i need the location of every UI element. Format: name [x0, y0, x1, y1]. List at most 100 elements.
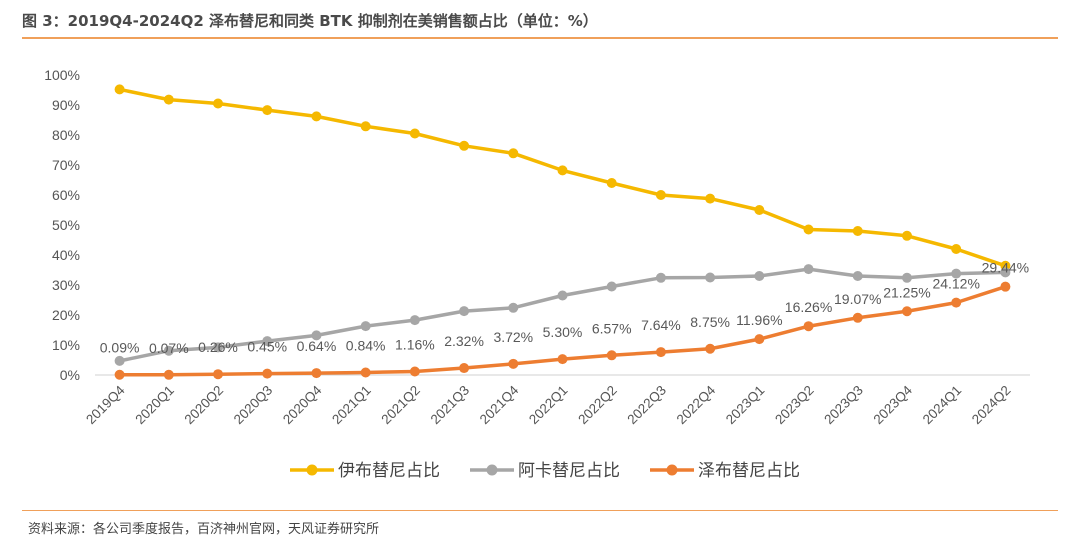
data-label: 0.26% [198, 339, 238, 355]
series-1-point [163, 345, 174, 356]
data-label: 16.26% [785, 299, 832, 315]
series-2-point [1000, 281, 1011, 292]
data-label: 24.12% [932, 276, 979, 292]
data-label: 5.30% [543, 324, 583, 340]
series-0-point [311, 111, 322, 122]
series-1-point [409, 315, 420, 326]
series-1-point [508, 302, 519, 313]
data-label: 29.44% [982, 260, 1029, 276]
series-2-point [705, 343, 716, 354]
series-0-point [114, 84, 125, 95]
x-tick-label: 2023Q3 [821, 383, 866, 428]
series-2-point [360, 367, 371, 378]
data-label: 19.07% [834, 291, 881, 307]
title-divider [22, 37, 1058, 39]
legend-entry: 伊布替尼占比 [338, 461, 440, 481]
data-label: 0.45% [247, 339, 287, 355]
series-1-point [114, 355, 125, 366]
series-1-point [459, 306, 470, 317]
series-0-point [705, 193, 716, 204]
data-label: 0.07% [149, 340, 189, 356]
series-2-point [557, 354, 568, 365]
series-1-point [655, 272, 666, 283]
series-0-point [360, 121, 371, 132]
series-1-point [360, 321, 371, 332]
data-label: 21.25% [883, 284, 930, 300]
series-2-point [951, 297, 962, 308]
series-1-point [705, 272, 716, 283]
series-1-point [213, 342, 224, 353]
series-0-point [557, 165, 568, 176]
data-label: 6.57% [592, 320, 632, 336]
series-2-point [508, 358, 519, 369]
series-1-point [311, 330, 322, 341]
data-label: 0.84% [346, 337, 386, 353]
y-tick-label: 30% [52, 277, 80, 293]
series-1-point [606, 281, 617, 292]
series-1-point [852, 271, 863, 281]
x-tick-label: 2023Q1 [723, 383, 768, 428]
series-2-point [311, 368, 322, 379]
legend-swatch-marker [306, 464, 318, 476]
series-0-point [951, 244, 962, 254]
series-1-point [951, 268, 962, 279]
series-0-point [262, 105, 273, 116]
series-2-point [262, 368, 273, 379]
series-2-point [852, 312, 863, 323]
legend-entry: 泽布替尼占比 [698, 461, 800, 481]
x-tick-label: 2019Q4 [83, 382, 128, 427]
x-tick-label: 2024Q1 [920, 383, 965, 428]
series-2-point [655, 347, 666, 358]
y-tick-label: 60% [52, 187, 80, 203]
x-tick-label: 2020Q1 [132, 383, 177, 428]
x-tick-label: 2021Q4 [477, 382, 522, 427]
data-label: 11.96% [736, 312, 782, 328]
x-tick-label: 2022Q2 [575, 383, 620, 428]
y-tick-label: 20% [52, 307, 80, 323]
series-0-point [901, 230, 912, 241]
series-1-point [262, 336, 273, 347]
data-label: 2.32% [444, 333, 484, 349]
series-0-point [754, 205, 765, 215]
x-tick-label: 2024Q2 [969, 383, 1014, 428]
series-0-point [409, 128, 420, 139]
series-2-point [754, 334, 765, 345]
series-1-point [1000, 267, 1011, 278]
data-label: 0.64% [297, 338, 337, 354]
legend-swatch-marker [486, 464, 498, 476]
legend: 伊布替尼占比 阿卡替尼占比 泽布替尼占比 [290, 461, 800, 481]
series-0-point [163, 94, 174, 105]
x-tick-label: 2022Q3 [624, 383, 669, 428]
x-tick-label: 2021Q3 [428, 383, 473, 428]
source-note: 资料来源：各公司季度报告，百济神州官网，天风证券研究所 [28, 522, 380, 537]
data-label: 0.09% [100, 340, 140, 356]
x-tick-label: 2023Q4 [871, 382, 916, 427]
series-2-point [901, 306, 912, 317]
y-tick-label: 10% [52, 337, 80, 353]
series-0-point [655, 190, 666, 200]
series-2-point [114, 369, 125, 380]
y-tick-label: 40% [52, 247, 80, 263]
line-chart: 0%10%20%30%40%50%60%70%80%90%100%2019Q4 2… [44, 67, 1030, 481]
series-2-point [163, 369, 174, 380]
legend-swatch-marker [666, 464, 678, 476]
series-1-point [557, 290, 568, 301]
y-tick-label: 70% [52, 157, 80, 173]
data-label: 8.75% [690, 314, 730, 330]
series-1-point [803, 264, 814, 275]
series-line-0 [117, 87, 1008, 268]
legend-entry: 阿卡替尼占比 [518, 461, 620, 481]
series-0-point [852, 226, 863, 236]
series-0-point [606, 178, 617, 188]
y-tick-label: 100% [44, 67, 80, 83]
series-2-point [803, 321, 814, 332]
x-tick-label: 2020Q2 [182, 383, 227, 428]
data-label: 1.16% [395, 337, 435, 353]
x-tick-label: 2021Q1 [329, 383, 374, 428]
x-tick-label: 2022Q1 [526, 383, 571, 428]
x-tick-label: 2021Q2 [378, 383, 423, 428]
data-label-layer: 0.09% 0.07% 0.26% 0.45% 0.64% 0.84% 1.16% 2.32%… [100, 260, 1029, 356]
series-0-point [803, 224, 814, 235]
x-tick-label: 2023Q2 [772, 383, 817, 428]
series-1-point [901, 272, 912, 283]
